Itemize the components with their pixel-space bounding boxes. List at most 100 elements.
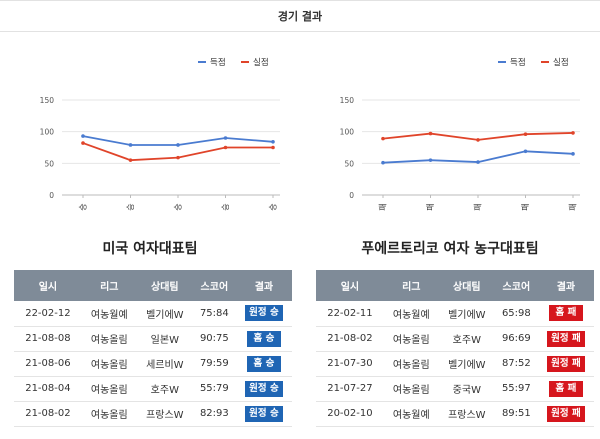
opponent-cell: 프랑스W (438, 401, 495, 427)
score-cell: 87:52 (494, 351, 538, 377)
data-point (476, 138, 480, 142)
header-league: 리그 (81, 270, 137, 301)
team-b-line-chart: 득점 실점 0 50 100 150 패 패 패 패 패 (340, 57, 580, 211)
result-badge: 원정 패 (547, 355, 585, 372)
opponent-cell: 벨기에W (438, 301, 495, 327)
data-point (176, 155, 180, 160)
page-title: 경기 결과 (277, 10, 323, 23)
league-cell: 여농월예 (383, 401, 439, 427)
date-cell: 22-02-12 (14, 301, 82, 327)
y-tick-label: 50 (344, 159, 354, 168)
result-cell: 홈 승 (235, 351, 292, 377)
data-point (176, 143, 180, 147)
date-cell: 21-08-02 (316, 326, 384, 352)
table-row: 21-08-02 여농올림 프랑스W 82:93 원정 승 (14, 401, 292, 427)
league-cell: 여농올림 (383, 351, 439, 377)
result-cell: 원정 패 (537, 351, 594, 377)
result-cell: 원정 패 (537, 401, 594, 427)
y-tick-label: 0 (349, 191, 354, 200)
result-badge: 원정 승 (245, 380, 283, 397)
x-tick-label: 승 (269, 203, 278, 210)
result-badge: 홈 승 (246, 355, 281, 372)
score-cell: 89:51 (494, 401, 538, 427)
league-cell: 여농올림 (81, 376, 137, 402)
score-cell: 90:75 (192, 326, 236, 352)
result-badge: 원정 패 (547, 405, 585, 422)
result-badge: 원정 승 (245, 305, 283, 322)
header-result: 결과 (537, 270, 594, 301)
score-cell: 96:69 (494, 326, 538, 352)
table-row: 22-02-11 여농월예 벨기에W 65:98 홈 패 (316, 301, 594, 327)
data-point (81, 134, 85, 138)
y-tick-label: 50 (44, 159, 54, 168)
data-point (381, 160, 385, 165)
header-opponent: 상대팀 (438, 270, 495, 301)
date-cell: 21-07-30 (316, 351, 384, 377)
data-point (271, 140, 275, 144)
opponent-cell: 일본W (136, 326, 193, 352)
team-b-chart: 득점 실점 0 50 100 150 패 패 패 패 패 (300, 40, 600, 230)
x-tick-label: 승 (174, 203, 183, 210)
table-header-row: 일시 리그 상대팀 스코어 결과 (316, 270, 594, 301)
result-badge: 홈 패 (548, 380, 583, 397)
table-row: 21-08-06 여농올림 세르비W 79:59 홈 승 (14, 351, 292, 377)
header-score: 스코어 (192, 270, 236, 301)
date-cell: 21-08-08 (14, 326, 82, 352)
opponent-cell: 호주W (136, 376, 193, 402)
table-row: 21-08-08 여농올림 일본W 90:75 홈 승 (14, 326, 292, 352)
team-a-chart: 득점 실점 0 50 100 150 승 승 승 승 승 (0, 40, 300, 230)
y-tick-label: 100 (340, 128, 355, 137)
x-tick-label: 패 (520, 203, 530, 210)
data-point (223, 145, 228, 150)
score-cell: 55:79 (192, 376, 236, 402)
team-a-title: 미국 여자대표팀 (102, 241, 198, 257)
table-row: 21-08-04 여농올림 호주W 55:79 원정 승 (14, 376, 292, 402)
opponent-cell: 중국W (438, 376, 495, 402)
result-cell: 홈 패 (537, 301, 594, 327)
data-point (523, 149, 528, 154)
data-point (428, 131, 433, 136)
league-cell: 여농올림 (383, 376, 439, 402)
table-row: 21-07-27 여농올림 중국W 55:97 홈 패 (316, 376, 594, 402)
opponent-cell: 호주W (438, 326, 495, 352)
data-point (223, 136, 228, 140)
result-badge: 홈 승 (246, 330, 281, 347)
result-cell: 원정 패 (537, 326, 594, 352)
league-cell: 여농올림 (81, 351, 137, 377)
data-point (271, 145, 275, 150)
x-tick-label: 패 (568, 203, 578, 210)
table-row: 21-07-30 여농올림 벨기에W 87:52 원정 패 (316, 351, 594, 377)
table-header-row: 일시 리그 상대팀 스코어 결과 (14, 270, 292, 301)
league-cell: 여농월예 (383, 301, 439, 327)
team-b-results-table: 일시 리그 상대팀 스코어 결과 22-02-11 여농월예 벨기에W 65:98 홈 … (316, 270, 594, 427)
score-cell: 65:98 (494, 301, 538, 327)
result-badge: 홈 패 (548, 305, 583, 322)
result-badge: 원정 승 (245, 405, 283, 422)
header-date: 일시 (316, 270, 384, 301)
section-title: 경기 결과 (0, 0, 600, 32)
team-a-line-chart: 득점 실점 0 50 100 150 승 승 승 승 승 (40, 57, 280, 211)
header-date: 일시 (14, 270, 82, 301)
league-cell: 여농올림 (383, 326, 439, 352)
y-tick-label: 100 (40, 128, 55, 137)
legend-label: 실점 (253, 57, 269, 68)
opponent-cell: 프랑스W (136, 401, 193, 427)
y-tick-label: 150 (340, 96, 355, 105)
data-point (128, 158, 133, 162)
league-cell: 여농올림 (81, 326, 137, 352)
header-opponent: 상대팀 (136, 270, 193, 301)
score-cell: 75:84 (192, 301, 236, 327)
table-row: 21-08-02 여농올림 호주W 96:69 원정 패 (316, 326, 594, 352)
team-b-title: 푸에르토리코 여자 농구대표팀 (361, 241, 539, 257)
opponent-cell: 벨기에W (136, 301, 193, 327)
result-cell: 홈 패 (537, 376, 594, 402)
score-cell: 82:93 (192, 401, 236, 427)
team-a-results-table: 일시 리그 상대팀 스코어 결과 22-02-12 여농월예 벨기에W 75:84 원정… (14, 270, 292, 427)
date-cell: 21-07-27 (316, 376, 384, 402)
x-tick-label: 승 (126, 203, 135, 210)
x-tick-label: 승 (221, 203, 230, 210)
league-cell: 여농올림 (81, 401, 137, 427)
table-row: 20-02-10 여농월예 프랑스W 89:51 원정 패 (316, 401, 594, 427)
legend-label: 득점 (210, 57, 226, 68)
date-cell: 21-08-04 (14, 376, 82, 402)
